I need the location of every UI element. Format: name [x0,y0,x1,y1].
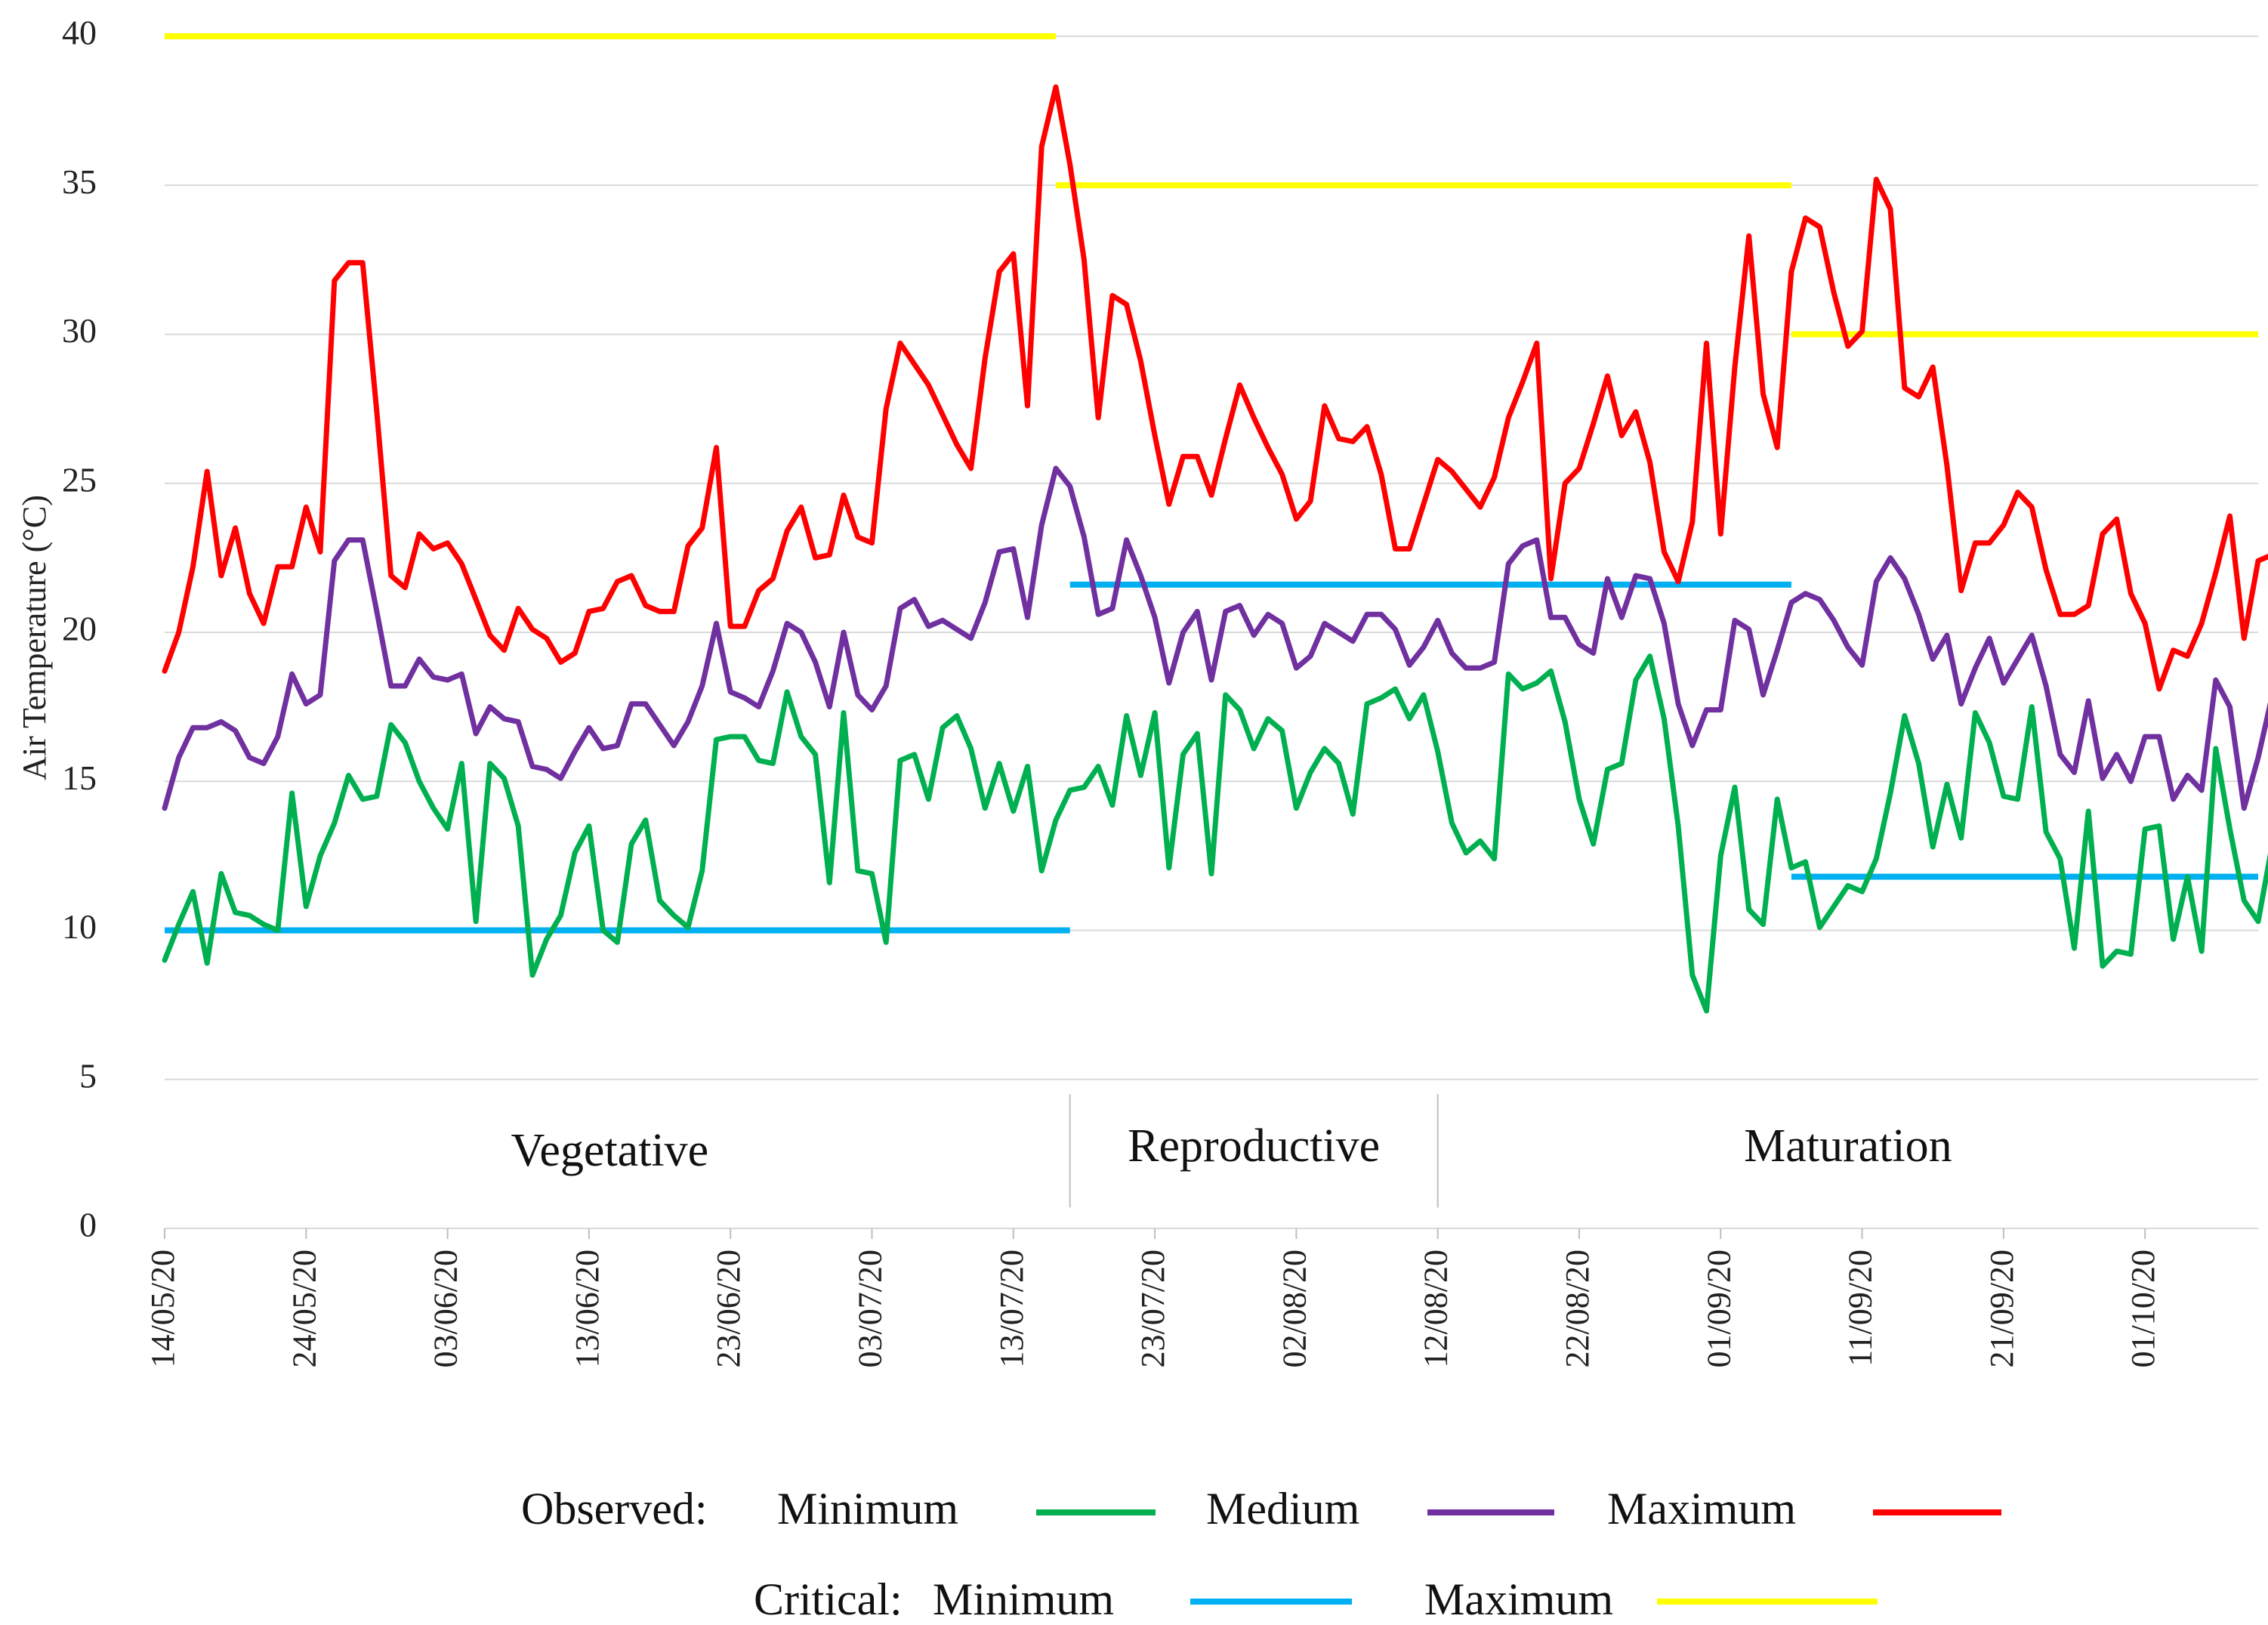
y-tick-label-10: 10 [62,907,97,946]
y-tick-label-25: 25 [62,460,97,499]
x-tick-label: 14/05/20 [144,1250,181,1367]
legend-observed: Observed: Minimum Medium Maximum [521,1484,2001,1534]
x-tick-label: 03/06/20 [427,1250,464,1367]
x-tick-label: 22/08/20 [1559,1250,1596,1367]
legend-observed-label: Observed: [521,1484,708,1534]
series-line-minimum [162,653,2268,1014]
phase-labels: Vegetative Reproductive Maturation [511,1120,1952,1176]
series-line-maximum [162,84,2268,692]
gridlines [165,36,2258,1229]
y-tick-label-20: 20 [62,610,97,648]
legend-observed-maximum-text: Maximum [1607,1484,1796,1534]
phase-dividers [1069,1094,1439,1208]
x-tick-label: 13/06/20 [569,1250,606,1367]
legend-critical-maximum-text: Maximum [1424,1574,1613,1624]
y-tick-label-5: 5 [79,1056,97,1095]
x-tick-label: 11/09/20 [1842,1250,1879,1367]
legend-critical: Critical: Minimum Maximum [754,1574,1878,1624]
y-tick-label-0: 0 [79,1206,97,1244]
x-tick-label: 01/09/20 [1700,1250,1737,1367]
legend-observed-minimum-text: Minimum [777,1484,958,1534]
legend-observed-medium-text: Medium [1206,1484,1359,1534]
y-axis-ticks: 0 5 10 15 20 25 30 35 40 [62,14,97,1244]
x-tick-label: 23/06/20 [710,1250,747,1367]
x-tick-label: 01/10/20 [2125,1250,2162,1367]
series-lines [162,84,2268,1014]
y-tick-label-15: 15 [62,758,97,797]
x-tick-label: 02/08/20 [1276,1250,1313,1367]
phase-label-vegetative: Vegetative [511,1125,709,1176]
x-tick-label: 24/05/20 [285,1250,322,1367]
y-tick-label-40: 40 [62,14,97,52]
x-tick-label: 12/08/20 [1418,1250,1455,1367]
x-axis-ticks: 14/05/20 24/05/20 03/06/20 13/06/20 23/06/20… [144,1228,2258,1367]
x-tick-label: 21/09/20 [1983,1250,2020,1367]
critical-lines [165,33,2258,934]
y-tick-label-30: 30 [62,311,97,350]
legend-critical-minimum-text: Minimum [933,1574,1114,1624]
y-tick-label-35: 35 [62,162,97,201]
x-tick-label: 03/07/20 [851,1250,888,1367]
x-tick-label: 23/07/20 [1134,1250,1171,1367]
phase-label-reproductive: Reproductive [1128,1120,1380,1172]
legend-critical-label: Critical: [754,1574,903,1624]
x-tick-label: 13/07/20 [993,1250,1030,1367]
phase-label-maturation: Maturation [1744,1120,1952,1172]
series-line-medium [162,465,2268,811]
y-axis-title: Air Temperature (°C) [16,495,53,780]
